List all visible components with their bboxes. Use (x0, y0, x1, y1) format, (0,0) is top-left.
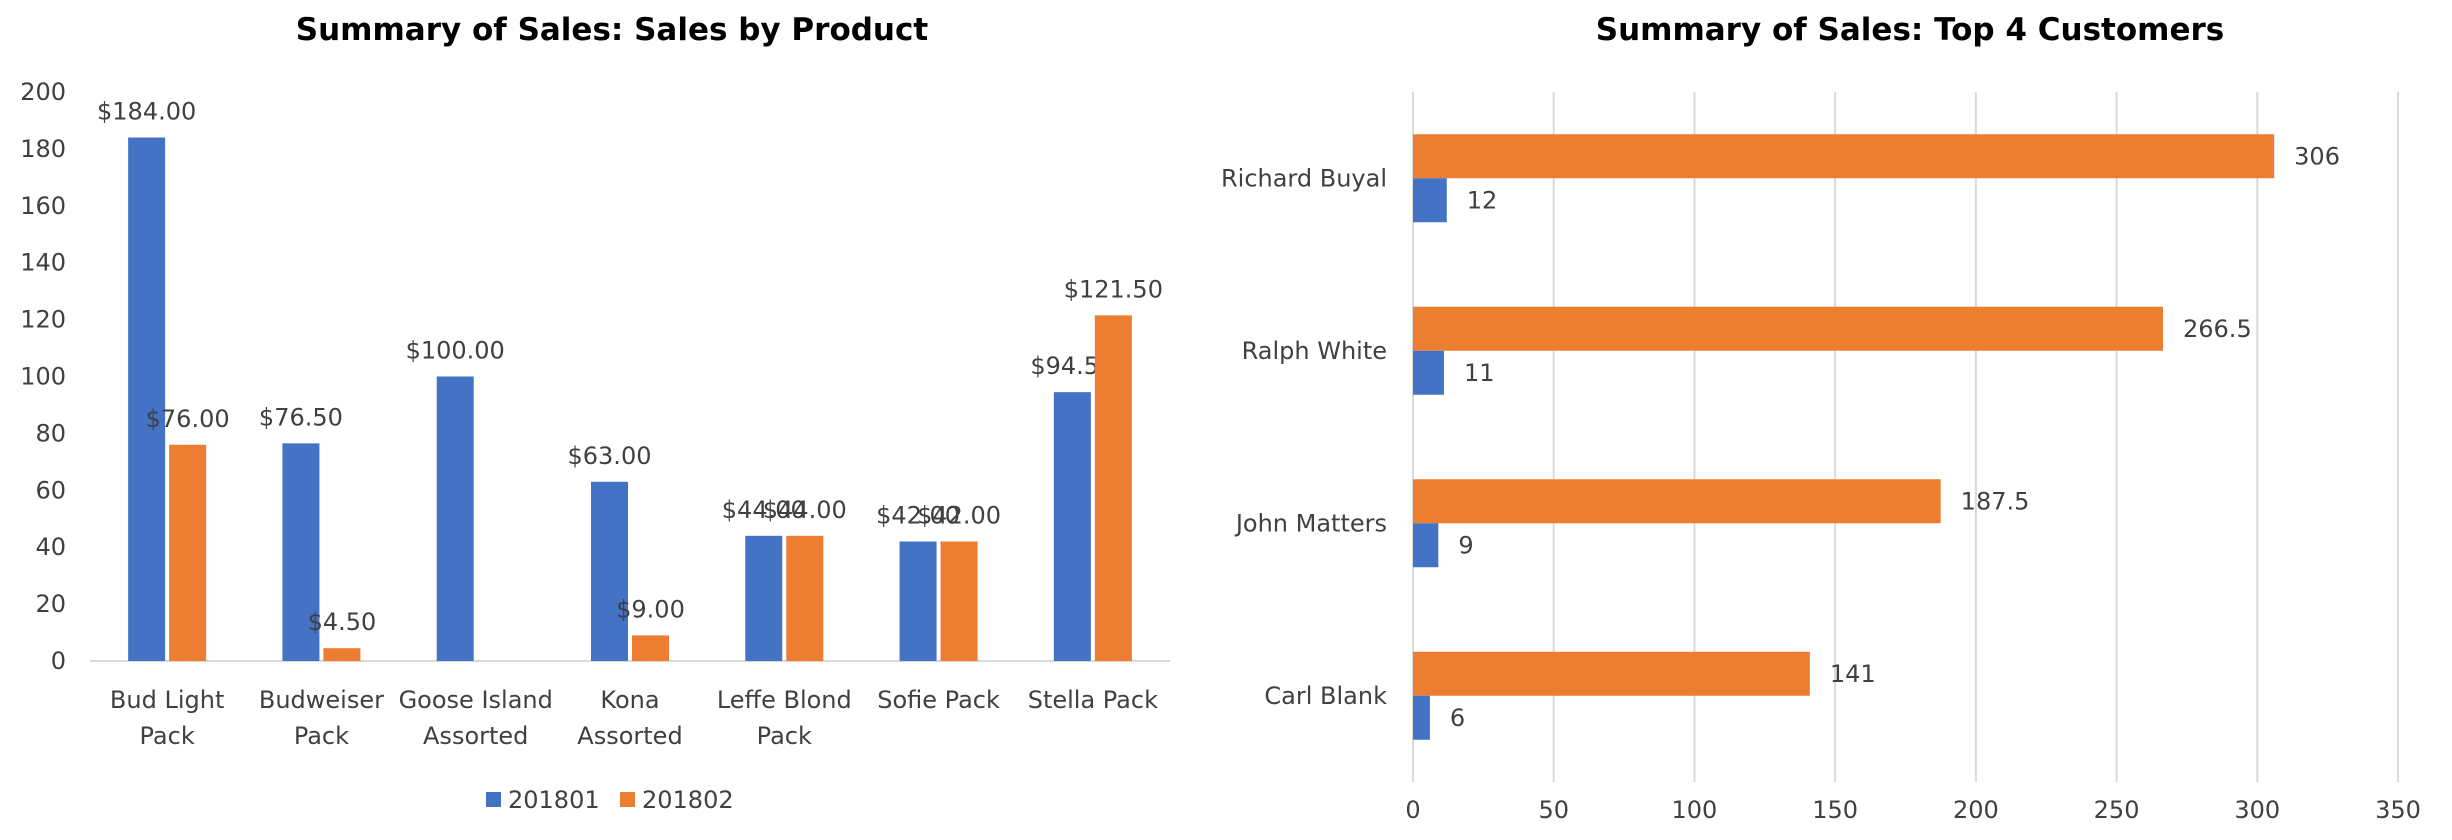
bar-201802 (1413, 134, 2275, 179)
x-tick-label: 100 (1672, 796, 1718, 824)
data-label: 141 (1830, 660, 1876, 688)
data-label: 187.5 (1961, 487, 2030, 515)
bar-201802 (169, 444, 207, 661)
data-label: $4.50 (308, 608, 377, 636)
x-tick-label: 0 (1405, 796, 1420, 824)
category-label: Budweiser (259, 686, 384, 714)
chart-title-top-customers: Summary of Sales: Top 4 Customers (1596, 12, 2224, 48)
legend: 201801 201802 (486, 786, 734, 814)
category-label: Richard Buyal (1221, 164, 1387, 192)
bar-201801 (436, 376, 474, 661)
x-tick-label: 200 (1953, 796, 1999, 824)
bar-201802 (1094, 315, 1132, 661)
bar-201801 (899, 541, 937, 661)
chart-top-customers: 0 50 100 150 200 250 300 350 Richard Buyal 306 12 R… (1221, 92, 2421, 824)
data-label: $184.00 (97, 98, 196, 126)
bar-201801 (128, 137, 166, 661)
bar-201801 (282, 443, 320, 661)
data-label: $121.50 (1064, 275, 1163, 303)
data-label: 11 (1464, 359, 1495, 387)
x-tick-label: 300 (2234, 796, 2280, 824)
bar-201802 (1413, 479, 1941, 524)
category-label: Carl Blank (1264, 682, 1387, 710)
legend-label: 201801 (508, 786, 600, 814)
data-label: $42.00 (876, 502, 960, 530)
category-label: Sofie Pack (877, 686, 1000, 714)
bar-201802 (940, 541, 978, 661)
x-tick-label: 350 (2375, 796, 2421, 824)
y-tick-label: 200 (20, 78, 66, 106)
bar-201801 (745, 535, 783, 661)
bar-201802 (323, 648, 361, 661)
y-tick-label: 20 (35, 590, 66, 618)
x-tick-label: 250 (2094, 796, 2140, 824)
y-tick-label: 40 (35, 533, 66, 561)
bar-201801 (1053, 392, 1091, 661)
x-tick-label: 150 (1812, 796, 1858, 824)
category-label: Stella Pack (1028, 686, 1158, 714)
data-label: $63.00 (568, 442, 652, 470)
bar-201802 (786, 535, 824, 661)
y-tick-label: 160 (20, 192, 66, 220)
data-label: 9 (1458, 531, 1473, 559)
legend-label: 201802 (642, 786, 734, 814)
data-label: $76.50 (259, 403, 343, 431)
category-label: Pack (294, 722, 349, 750)
bar-201802 (1413, 306, 2164, 351)
data-label: 266.5 (2183, 315, 2252, 343)
x-tick-label: 50 (1538, 796, 1569, 824)
bar-201801 (591, 481, 628, 661)
bar-201801 (1413, 178, 1447, 223)
data-label: $42.00 (917, 502, 1001, 530)
category-label: Assorted (423, 722, 528, 750)
category-label: John Matters (1234, 509, 1387, 537)
data-label: $9.00 (616, 595, 685, 623)
data-label: 306 (2294, 142, 2340, 170)
bar-201801 (1413, 695, 1430, 740)
legend-swatch (620, 792, 635, 807)
data-label: $44.00 (763, 496, 847, 524)
category-label: Pack (140, 722, 195, 750)
category-label: Bud Light (110, 686, 224, 714)
y-tick-label: 0 (51, 647, 66, 675)
bar-201802 (632, 635, 669, 661)
category-label: Leffe Blond (717, 686, 852, 714)
category-label: Ralph White (1242, 337, 1387, 365)
y-tick-label: 80 (35, 419, 66, 447)
y-tick-label: 180 (20, 135, 66, 163)
y-tick-label: 100 (20, 363, 66, 391)
data-label: 12 (1467, 186, 1498, 214)
data-label: 6 (1450, 704, 1465, 732)
category-label: Goose Island (399, 686, 553, 714)
bar-201801 (1413, 523, 1439, 568)
chart-title-sales-by-product: Summary of Sales: Sales by Product (296, 12, 929, 48)
chart-sales-by-product: 0 20 40 60 80 100 120 140 160 180 200 $184.00 $76.00… (20, 78, 1170, 814)
legend-swatch (486, 792, 501, 807)
data-label: $100.00 (406, 337, 505, 365)
y-tick-label: 140 (20, 249, 66, 277)
data-label: $44.00 (722, 496, 806, 524)
bar-201802 (1413, 651, 1810, 696)
data-label: $76.00 (146, 405, 230, 433)
category-label: Pack (757, 722, 812, 750)
bar-201801 (1413, 350, 1444, 395)
category-label: Kona (600, 686, 659, 714)
category-label: Assorted (577, 722, 682, 750)
y-tick-label: 60 (35, 476, 66, 504)
y-tick-label: 120 (20, 306, 66, 334)
